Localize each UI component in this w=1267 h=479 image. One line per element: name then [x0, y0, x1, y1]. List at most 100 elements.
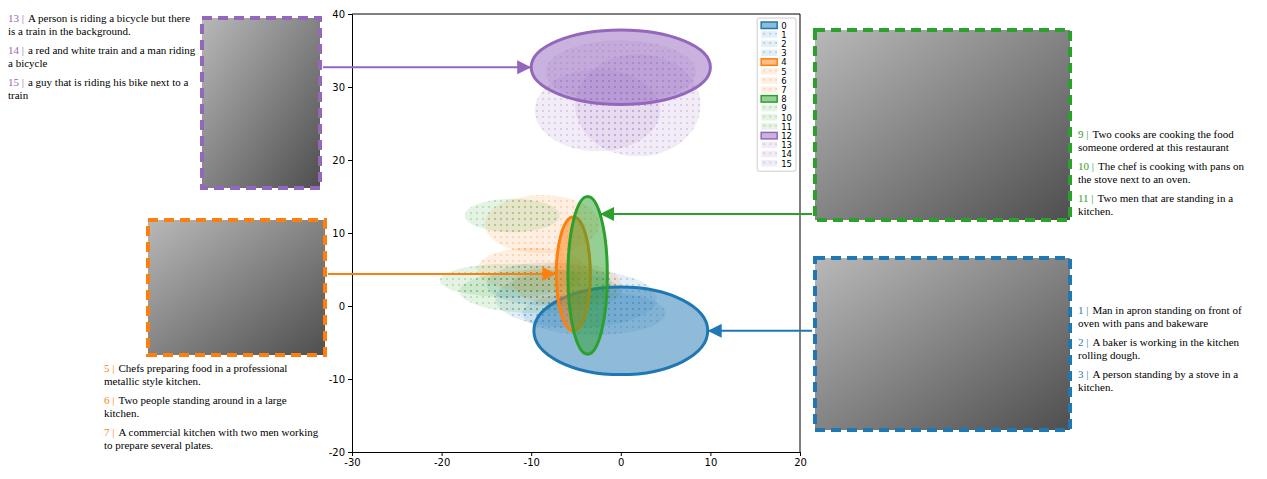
- caption-label: 14 |: [8, 44, 24, 56]
- annotations: 13 | A person is riding a bicycle but the…: [8, 12, 1244, 451]
- caption-label: 5 |: [104, 362, 114, 374]
- caption-line: a bicycle: [8, 57, 48, 69]
- legend-swatch: [761, 31, 777, 38]
- caption-text: Two men that are standing in akitchen.: [1078, 192, 1233, 217]
- tick-label: 0: [339, 301, 345, 312]
- caption-text: A commercial kitchen with two men workin…: [104, 426, 319, 451]
- legend-swatch: [761, 132, 777, 139]
- tick: -20: [329, 447, 352, 458]
- caption-line: kitchen.: [1078, 381, 1113, 393]
- caption-label: 3 |: [1078, 368, 1088, 380]
- tick-mark: [348, 452, 352, 453]
- caption-line: the stove next to an oven.: [1078, 173, 1191, 185]
- legend-swatch: [761, 77, 777, 84]
- axis-line: [353, 453, 801, 457]
- legend-swatch: [761, 40, 777, 47]
- tick: 0: [618, 452, 624, 468]
- tick-label: 30: [332, 82, 345, 93]
- tick-label: -20: [329, 447, 345, 458]
- arrow: [708, 330, 812, 332]
- spine: [800, 14, 801, 452]
- caption-line: A person is riding a bicycle but there: [28, 12, 190, 24]
- legend-swatch: [761, 160, 777, 167]
- caption-line: A commercial kitchen with two men workin…: [118, 426, 318, 438]
- tick-mark: [348, 14, 352, 15]
- caption-label: 13 |: [8, 12, 24, 24]
- tick-label: 10: [705, 457, 718, 468]
- tick-mark: [348, 306, 352, 307]
- legend-box: [757, 18, 796, 171]
- legend-swatch: [761, 105, 777, 112]
- tick: 40: [332, 9, 352, 20]
- legend-swatch: [761, 86, 777, 93]
- tick-label: 20: [794, 457, 807, 468]
- caption-text: A person standing by a stove in akitchen…: [1078, 368, 1238, 393]
- arrow: [323, 66, 531, 68]
- spine: [352, 14, 800, 15]
- caption-label: 1 |: [1078, 304, 1088, 316]
- tick-label: 40: [332, 9, 345, 20]
- caption-line: A person standing by a stove in a: [1092, 368, 1238, 380]
- tick: 20: [794, 452, 807, 468]
- caption-line: A baker is working in the kitchen: [1092, 336, 1239, 348]
- tick-label: 10: [332, 228, 345, 239]
- caption-line: a guy that is riding his bike next to a: [28, 76, 189, 88]
- caption-line: kitchen.: [1078, 205, 1113, 217]
- tick-mark: [800, 452, 801, 456]
- legend-swatch: [761, 22, 777, 29]
- legend-swatch: [761, 96, 777, 103]
- caption-line: Chefs preparing food in a professional: [118, 362, 287, 374]
- tick: -10: [524, 452, 540, 468]
- caption-text: Two people standing around in a largekit…: [104, 394, 287, 419]
- legend-label: 15: [781, 159, 792, 169]
- caption-label: 9 |: [1078, 128, 1088, 140]
- arrow: [328, 273, 556, 275]
- caption-line: metallic style kitchen.: [104, 375, 201, 387]
- y-axis: -20 -10 0 10 20 30 40: [329, 9, 353, 458]
- tick-label: -10: [329, 374, 345, 385]
- tick: 10: [705, 452, 718, 468]
- caption-label: 11 |: [1078, 192, 1094, 204]
- tick: 0: [339, 301, 352, 312]
- legend-swatch: [761, 151, 777, 158]
- tick-label: -10: [524, 457, 540, 468]
- arrow: [600, 213, 812, 215]
- caption-line: The chef is cooking with pans on: [1098, 160, 1245, 172]
- caption-label: 7 |: [104, 426, 114, 438]
- caption-text: The chef is cooking with pans onthe stov…: [1078, 160, 1244, 185]
- tick-mark: [442, 452, 443, 456]
- legend-swatch: [761, 50, 777, 57]
- photo: [202, 18, 320, 188]
- x-axis: -30 -20 -10 0 10 20: [344, 452, 807, 468]
- tick-label: 20: [332, 155, 345, 166]
- annotation: 1 |Man in apron standing on front ofoven…: [708, 258, 1242, 430]
- tick-mark: [531, 452, 532, 456]
- legend: 0123456789101112131415: [757, 18, 796, 171]
- caption-line: Two people standing around in a large: [118, 394, 286, 406]
- tick-mark: [621, 452, 622, 456]
- tick-mark: [710, 452, 711, 456]
- tick: -30: [344, 452, 360, 468]
- photo: [815, 258, 1070, 430]
- tick: -10: [329, 374, 352, 385]
- tick: -20: [434, 452, 450, 468]
- tick-label: -30: [344, 457, 360, 468]
- caption-line: oven with pans and bakeware: [1078, 317, 1208, 329]
- caption-label: 2 |: [1078, 336, 1088, 348]
- caption-text: a guy that is riding his bike next to at…: [8, 76, 188, 101]
- caption-label: 6 |: [104, 394, 114, 406]
- annotation: 13 | A person is riding a bicycle but the…: [8, 12, 531, 188]
- tick: 20: [332, 155, 352, 166]
- tick-mark: [348, 160, 352, 161]
- tick-mark: [348, 233, 352, 234]
- caption-line: someone ordered at this restaurant: [1078, 141, 1229, 153]
- caption-line: rolling dough.: [1078, 349, 1141, 361]
- ellipse: [531, 30, 710, 104]
- ellipse: [465, 199, 560, 233]
- caption-text: a red and white train and a man ridinga …: [8, 44, 196, 69]
- legend-swatch: [761, 114, 777, 121]
- legend-swatch: [761, 142, 777, 149]
- caption-label: 10 |: [1078, 160, 1094, 172]
- tick-mark: [348, 87, 352, 88]
- tick: 30: [332, 82, 352, 93]
